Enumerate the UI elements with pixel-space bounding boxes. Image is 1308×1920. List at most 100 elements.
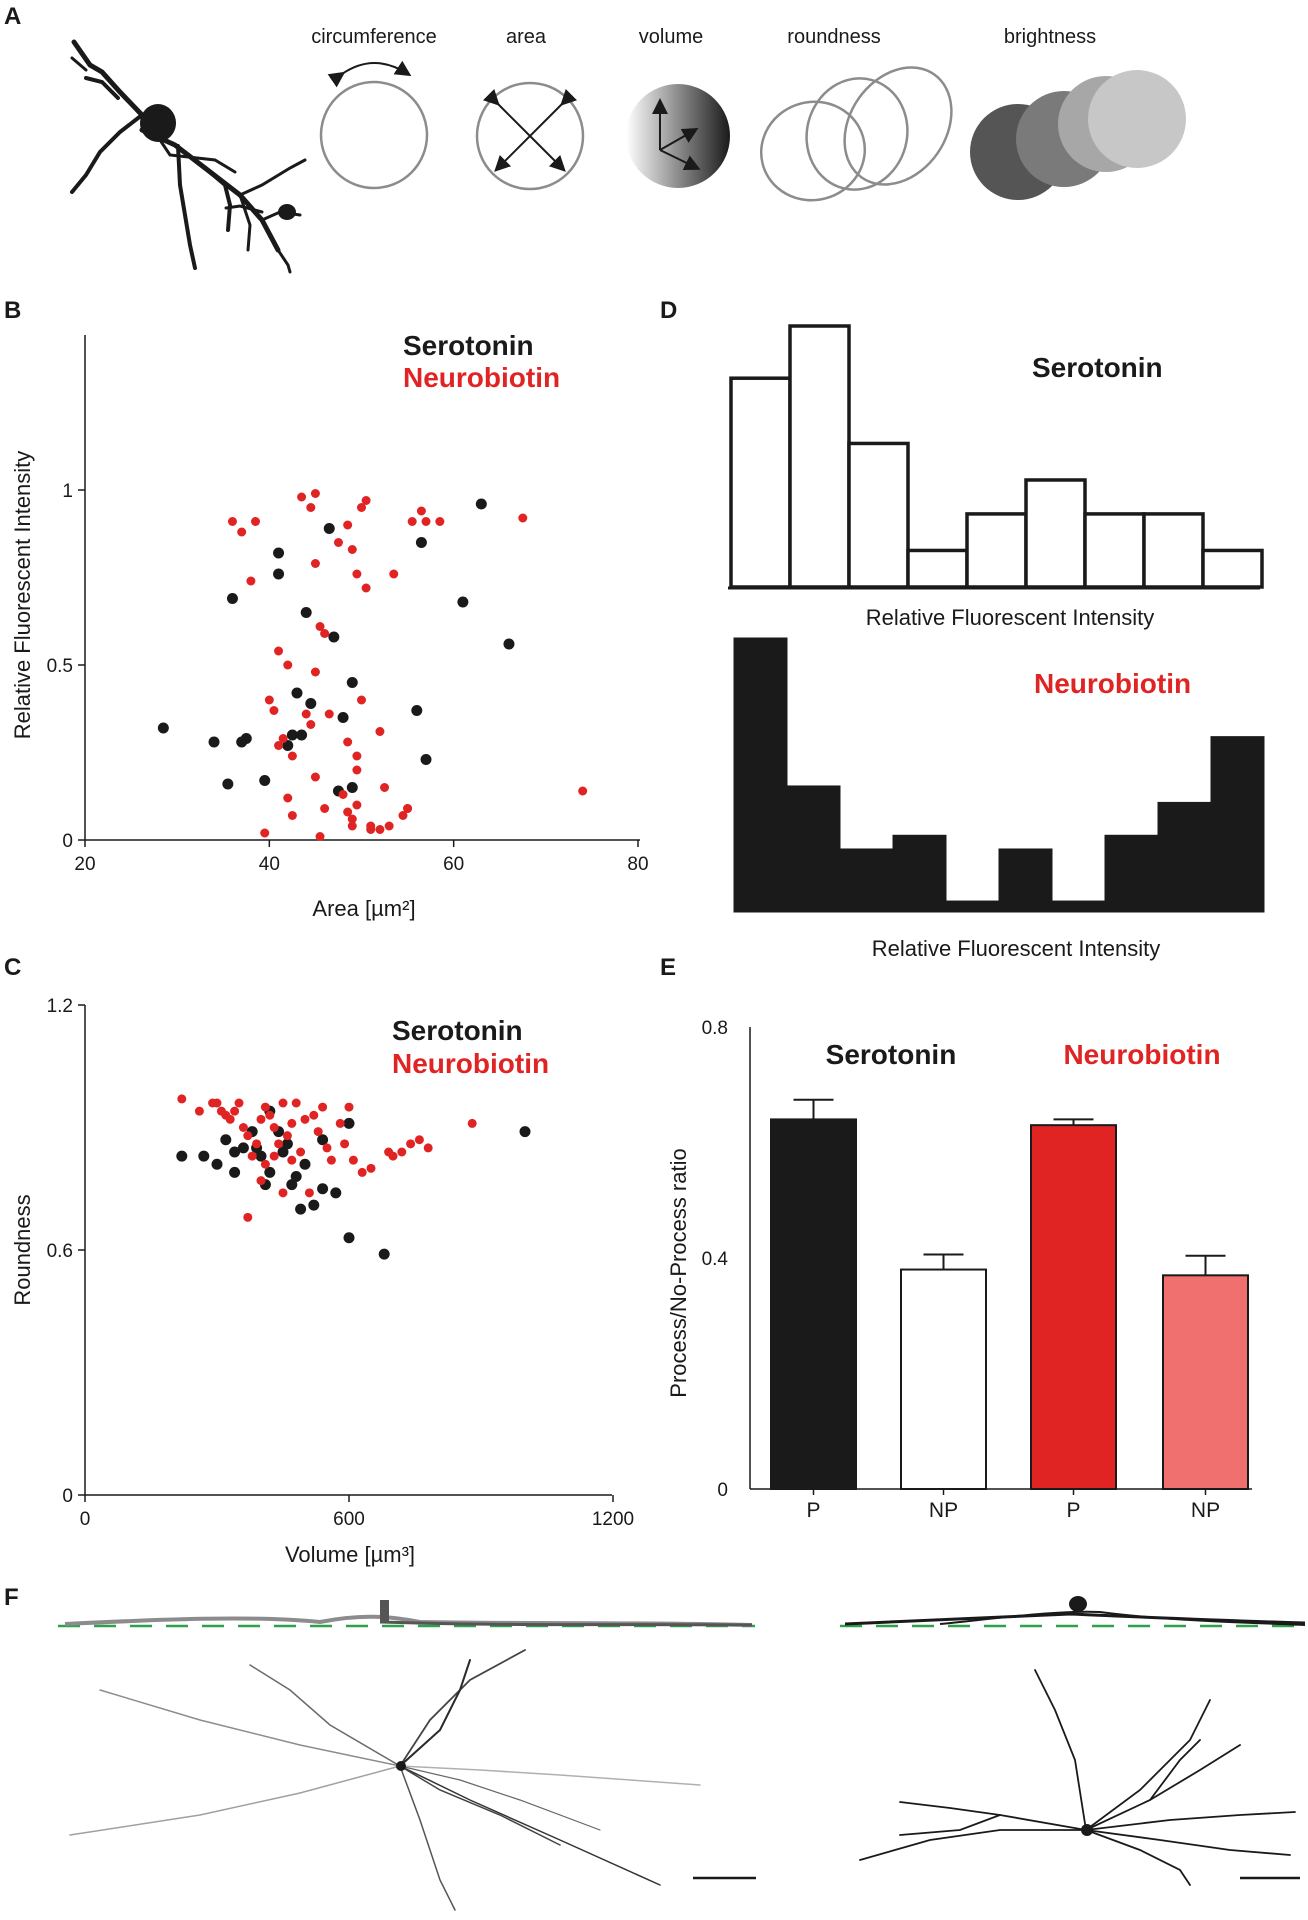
e-y-label: Process/No-Process ratio xyxy=(666,1148,691,1397)
c-point-neurobiotin xyxy=(318,1102,328,1112)
b-point-neurobiotin xyxy=(310,667,320,677)
b-point-serotonin xyxy=(411,705,423,716)
b-point-serotonin xyxy=(323,523,335,534)
b-point-serotonin xyxy=(346,677,358,688)
c-point-neurobiotin xyxy=(291,1098,301,1108)
b-point-neurobiotin xyxy=(310,559,320,568)
b-x-tick-label: 60 xyxy=(443,854,464,875)
b-point-serotonin xyxy=(226,593,238,604)
b-point-neurobiotin xyxy=(352,751,362,761)
b-point-neurobiotin xyxy=(407,517,417,526)
c-y-tick-label: 1.2 xyxy=(47,996,73,1017)
b-point-serotonin xyxy=(240,733,252,744)
b-point-neurobiotin xyxy=(375,825,385,834)
panel-letter-b: B xyxy=(4,297,21,324)
panel-b: 20 40 60 80 0 0.5 1 Serotonin Neurobiotin Area… xyxy=(10,330,649,921)
label-volume: volume xyxy=(639,26,703,48)
d1-histogram-bar xyxy=(729,376,792,589)
c-point-serotonin xyxy=(211,1158,223,1170)
d1-histogram-bar xyxy=(1201,548,1264,589)
e-y-tick-label: 0.4 xyxy=(702,1249,729,1270)
b-point-serotonin xyxy=(282,740,294,751)
b-x-label: Area [µm²] xyxy=(312,896,415,921)
c-point-neurobiotin xyxy=(212,1098,222,1108)
b-point-serotonin xyxy=(415,537,427,548)
d1-histogram-bar xyxy=(847,441,910,589)
roundness-icon xyxy=(759,66,953,202)
d1-x-label: Relative Fluorescent Intensity xyxy=(866,605,1155,630)
b-point-neurobiotin xyxy=(389,569,399,579)
c-point-neurobiotin xyxy=(243,1212,253,1222)
e-bar xyxy=(770,1118,857,1491)
c-point-neurobiotin xyxy=(194,1106,204,1116)
b-y-tick-label: 0 xyxy=(62,831,73,852)
b-point-neurobiotin xyxy=(306,503,316,512)
b-point-serotonin xyxy=(337,712,349,723)
b-point-neurobiotin xyxy=(435,517,445,526)
b-point-neurobiotin xyxy=(347,545,357,554)
b-point-serotonin xyxy=(208,736,220,748)
b-point-neurobiotin xyxy=(375,727,385,736)
b-point-neurobiotin xyxy=(260,828,270,838)
c-point-neurobiotin xyxy=(348,1155,358,1165)
c-point-neurobiotin xyxy=(335,1118,345,1128)
b-point-neurobiotin xyxy=(301,709,311,719)
c-point-neurobiotin xyxy=(326,1155,336,1165)
b-x-tick-label: 40 xyxy=(259,854,280,875)
c-point-neurobiotin xyxy=(388,1151,398,1161)
b-point-neurobiotin xyxy=(274,741,284,750)
b-point-neurobiotin xyxy=(310,489,320,498)
c-point-neurobiotin xyxy=(177,1094,187,1104)
b-point-neurobiotin xyxy=(352,800,362,810)
d2-histogram-bar xyxy=(998,848,1053,913)
c-point-serotonin xyxy=(176,1150,188,1162)
d2-histogram-bar xyxy=(839,848,894,913)
b-point-neurobiotin xyxy=(287,811,297,820)
b-point-neurobiotin xyxy=(352,765,362,775)
c-point-neurobiotin xyxy=(397,1147,407,1157)
b-point-neurobiotin xyxy=(343,737,353,747)
c-point-neurobiotin xyxy=(230,1106,240,1116)
c-point-neurobiotin xyxy=(256,1176,266,1186)
d1-title: Serotonin xyxy=(1032,352,1163,383)
d2-histogram-bar xyxy=(945,900,1000,913)
c-point-neurobiotin xyxy=(287,1118,297,1128)
e-x-tick-label: NP xyxy=(929,1499,958,1522)
c-point-neurobiotin xyxy=(260,1159,270,1169)
b-y-tick-label: 0.5 xyxy=(47,656,73,677)
volume-icon xyxy=(626,84,730,188)
b-point-neurobiotin xyxy=(315,622,325,631)
c-point-neurobiotin xyxy=(278,1098,288,1108)
c-point-serotonin xyxy=(286,1179,298,1191)
c-point-serotonin xyxy=(299,1158,311,1170)
b-point-neurobiotin xyxy=(333,538,343,547)
b-point-neurobiotin xyxy=(357,503,366,512)
c-point-neurobiotin xyxy=(260,1102,270,1112)
b-point-neurobiotin xyxy=(361,496,371,505)
e-bar xyxy=(900,1268,987,1491)
e-group-neurobiotin: Neurobiotin xyxy=(1063,1039,1220,1070)
label-roundness: roundness xyxy=(787,26,880,48)
panel-letter-a: A xyxy=(4,3,21,30)
c-point-serotonin xyxy=(308,1199,320,1211)
c-point-neurobiotin xyxy=(467,1118,477,1128)
b-point-serotonin xyxy=(457,596,469,608)
b-point-neurobiotin xyxy=(237,527,247,537)
b-x-tick-label: 80 xyxy=(627,854,648,875)
b-point-neurobiotin xyxy=(421,517,431,526)
b-point-neurobiotin xyxy=(357,695,366,705)
b-point-serotonin xyxy=(291,687,303,699)
b-point-neurobiotin xyxy=(310,772,320,782)
b-point-neurobiotin xyxy=(269,706,279,715)
b-point-serotonin xyxy=(420,754,432,765)
e-group-serotonin: Serotonin xyxy=(826,1039,957,1070)
panel-letter-e: E xyxy=(660,954,676,981)
b-point-serotonin xyxy=(222,778,234,790)
c-point-neurobiotin xyxy=(309,1110,319,1120)
d1-histogram-bar xyxy=(965,512,1028,589)
c-point-neurobiotin xyxy=(282,1131,292,1141)
c-y-label: Roundness xyxy=(10,1194,35,1305)
panel-a: circumference area volume roundness brig… xyxy=(70,26,1186,274)
b-point-neurobiotin xyxy=(264,695,274,705)
c-point-serotonin xyxy=(229,1146,241,1158)
